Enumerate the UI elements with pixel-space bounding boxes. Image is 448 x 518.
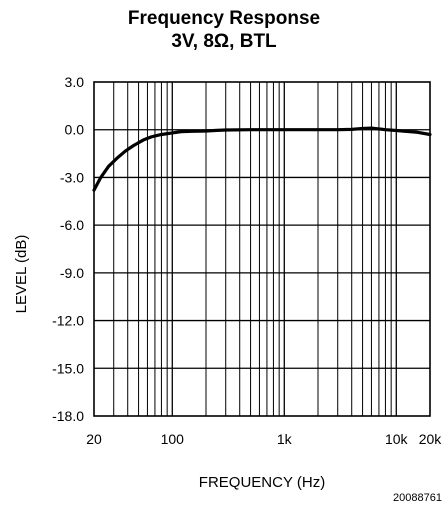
y-tick-label: 0.0 — [65, 122, 85, 138]
y-axis-label: LEVEL (dB) — [13, 235, 30, 314]
grid — [94, 82, 430, 416]
y-tick-label: -6.0 — [60, 217, 84, 233]
chart-subtitle: 3V, 8Ω, BTL — [171, 31, 277, 52]
x-tick-label: 10k — [385, 431, 409, 447]
x-tick-label: 100 — [161, 431, 185, 447]
y-tick-label: -3.0 — [60, 169, 84, 185]
y-tick-label: -12.0 — [52, 313, 84, 329]
x-tick-label: 20 — [86, 431, 102, 447]
figure-id: 20088761 — [393, 492, 442, 504]
y-tick-label: 3.0 — [65, 74, 85, 90]
x-axis-label: FREQUENCY (Hz) — [199, 474, 325, 491]
y-tick-label: -15.0 — [52, 360, 84, 376]
x-tick-label: 20k — [419, 431, 443, 447]
x-tick-labels: 20 100 1k 10k 20k — [86, 431, 442, 447]
series-line — [92, 126, 432, 192]
y-tick-labels: 3.0 0.0 -3.0 -6.0 -9.0 -12.0 -15.0 -18.0 — [52, 74, 84, 424]
plot-frame — [93, 81, 431, 417]
y-tick-label: -9.0 — [60, 265, 84, 281]
chart-title: Frequency Response — [127, 8, 321, 29]
x-tick-label: 1k — [277, 431, 293, 447]
y-tick-label: -18.0 — [52, 408, 84, 424]
